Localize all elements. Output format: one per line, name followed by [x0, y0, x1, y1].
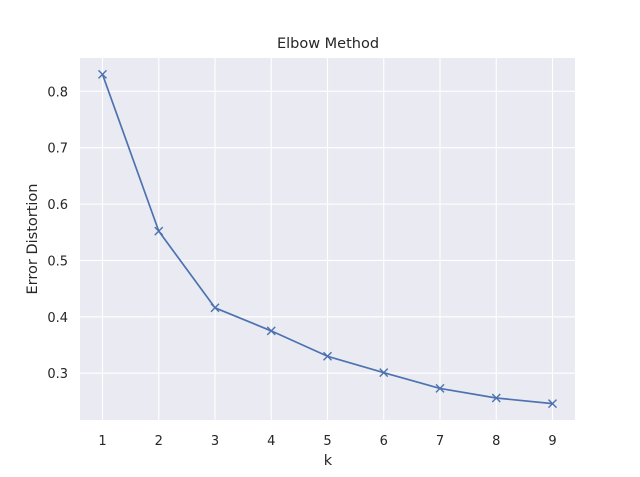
series-layer — [98, 69, 557, 409]
x-tick-label: 4 — [267, 434, 275, 449]
data-point-marker — [435, 383, 445, 393]
data-point-marker — [210, 303, 220, 313]
data-point-marker — [548, 399, 557, 409]
data-point-marker — [491, 393, 501, 403]
x-tick-label: 2 — [155, 434, 163, 449]
data-point-marker — [154, 226, 164, 236]
y-tick-label: 0.7 — [47, 142, 68, 157]
grid-lines — [80, 58, 575, 420]
data-point-marker — [98, 69, 107, 79]
chart-title: Elbow Method — [277, 36, 379, 52]
data-point-marker — [379, 368, 389, 378]
x-tick-labels: 1 2 3 4 5 6 7 8 9 — [98, 434, 556, 449]
y-axis-label: Error Distortion — [25, 184, 41, 295]
data-point-marker — [323, 351, 332, 361]
x-tick-label: 6 — [380, 434, 388, 449]
y-tick-label: 0.5 — [47, 254, 68, 269]
x-tick-label: 3 — [211, 434, 219, 449]
y-tick-label: 0.3 — [47, 367, 68, 382]
y-tick-label: 0.6 — [47, 198, 68, 213]
y-tick-labels: 0.3 0.4 0.5 0.6 0.7 0.8 — [47, 85, 68, 382]
x-tick-label: 5 — [323, 434, 331, 449]
x-tick-label: 8 — [492, 434, 500, 449]
x-axis-label: k — [324, 453, 333, 469]
y-tick-label: 0.4 — [47, 311, 68, 326]
x-tick-label: 1 — [98, 434, 106, 449]
x-tick-label: 7 — [436, 434, 444, 449]
y-tick-label: 0.8 — [47, 85, 68, 100]
data-point-marker — [266, 326, 276, 336]
x-tick-label: 9 — [548, 434, 556, 449]
